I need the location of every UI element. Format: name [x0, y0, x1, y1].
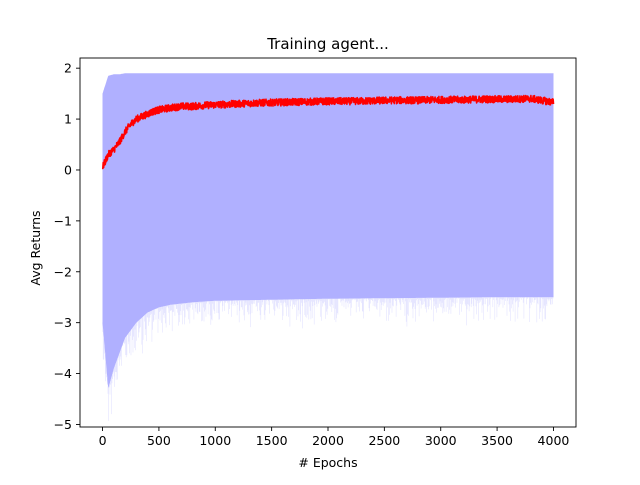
x-tick-label: 3000 — [425, 433, 457, 448]
plot-area — [101, 73, 555, 421]
y-axis-label: Avg Returns — [28, 210, 43, 285]
mean-returns-line — [101, 94, 555, 170]
x-tick-label: 2000 — [312, 433, 344, 448]
x-tick-label: 3500 — [481, 433, 513, 448]
x-tick-label: 1000 — [199, 433, 231, 448]
y-tick-label: −3 — [54, 315, 72, 330]
y-tick-label: −2 — [54, 264, 72, 279]
variance-band — [102, 73, 554, 389]
x-tick-label: 2500 — [368, 433, 400, 448]
x-tick-label: 4000 — [538, 433, 570, 448]
y-tick-label: −1 — [54, 213, 72, 228]
x-axis-label: # Epochs — [298, 455, 357, 470]
y-tick-label: 0 — [64, 162, 72, 177]
y-tick-label: 2 — [64, 61, 72, 76]
x-tick-label: 500 — [147, 433, 171, 448]
axes: 0 500 1000 1500 2000 2500 3000 3500 4000 −5 −4 −3 −2… — [54, 57, 577, 448]
x-tick-label: 0 — [99, 433, 107, 448]
y-tick-label: −5 — [54, 417, 72, 432]
x-tick-label: 1500 — [256, 433, 288, 448]
variance-band-spikes — [102, 297, 554, 421]
chart-title: Training agent... — [266, 35, 389, 53]
y-tick-label: 1 — [64, 112, 72, 127]
y-tick-label: −4 — [54, 366, 72, 381]
